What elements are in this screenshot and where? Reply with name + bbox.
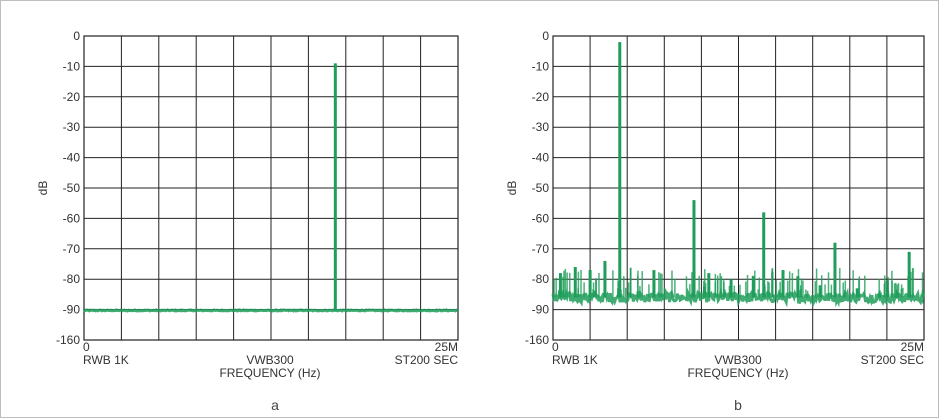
y-tick-label: -10 — [532, 59, 550, 73]
y-tick-label: -40 — [532, 151, 550, 165]
y-axis-title-b: dB — [505, 181, 519, 196]
y-tick-label: -70 — [63, 242, 81, 256]
footer-left-a: RWB 1K — [83, 353, 129, 367]
y-tick-label: -160 — [525, 333, 549, 347]
y-tick-label: -60 — [63, 211, 81, 225]
footer-right-b: ST200 SEC — [861, 353, 925, 367]
y-tick-label: -70 — [532, 242, 550, 256]
x-end-label-a: 25M — [435, 340, 458, 354]
noise-floor-trace — [83, 308, 459, 313]
y-tick-label: -50 — [532, 181, 550, 195]
chart-panel-b: dB 0 25M RWB 1K VWB300 ST200 SEC FREQUEN… — [505, 29, 926, 413]
y-tick-label: -60 — [532, 211, 550, 225]
x-end-label-b: 25M — [901, 340, 924, 354]
y-tick-label: -20 — [532, 90, 550, 104]
y-tick-label: -80 — [532, 272, 550, 286]
x-start-label-a: 0 — [83, 340, 90, 354]
y-tick-label: -30 — [532, 120, 550, 134]
y-tick-label: -40 — [63, 151, 81, 165]
footer-left-b: RWB 1K — [552, 353, 598, 367]
y-tick-label: -80 — [63, 272, 81, 286]
y-tick-label: 0 — [542, 29, 549, 43]
y-tick-label: -30 — [63, 120, 81, 134]
y-tick-label: -20 — [63, 90, 81, 104]
x-start-label-b: 0 — [552, 340, 559, 354]
noise-floor-trace — [551, 287, 926, 308]
x-axis-title-a: FREQUENCY (Hz) — [219, 366, 320, 380]
footer-center-a: VWB300 — [246, 353, 294, 367]
footer-center-b: VWB300 — [714, 353, 762, 367]
y-tick-label: -10 — [63, 59, 81, 73]
y-tick-label: 0 — [73, 29, 80, 43]
y-tick-label: -90 — [63, 303, 81, 317]
footer-right-a: ST200 SEC — [395, 353, 459, 367]
y-tick-label: -50 — [63, 181, 81, 195]
panel-label-a: a — [271, 397, 279, 413]
y-tick-label: -90 — [532, 303, 550, 317]
chart-panel-a: dB 0 25M RWB 1K VWB300 ST200 SEC FREQUEN… — [36, 29, 459, 413]
x-axis-title-b: FREQUENCY (Hz) — [687, 366, 788, 380]
y-axis-title-a: dB — [36, 181, 50, 196]
y-tick-label: -160 — [56, 333, 80, 347]
panel-label-b: b — [734, 397, 742, 413]
